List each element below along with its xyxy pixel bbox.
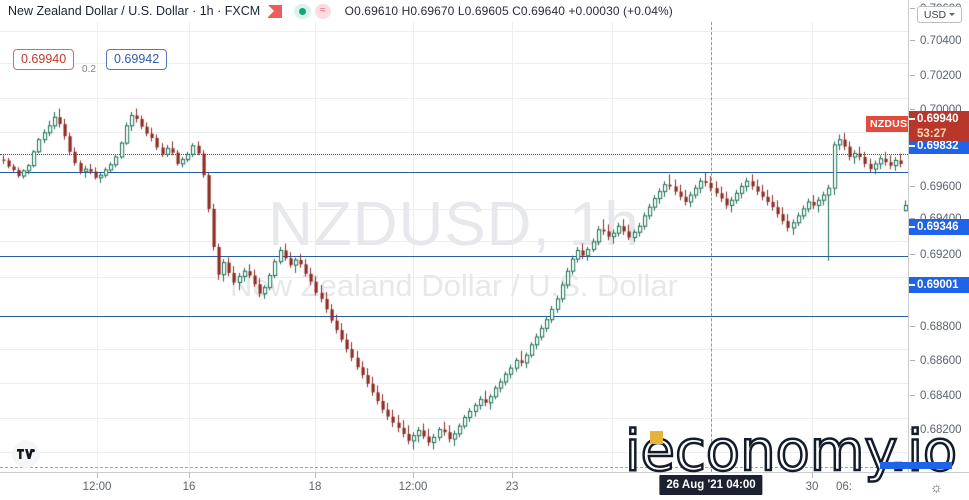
tick-mark	[910, 75, 915, 76]
time-tick-mark	[512, 473, 513, 478]
price-tick: 0.69600	[909, 180, 969, 194]
price-tick-label: 0.69200	[920, 249, 962, 261]
tick-mark	[910, 40, 915, 41]
price-badge-blue[interactable]: 0.69346	[909, 219, 969, 235]
price-tick-label: 0.68200	[920, 424, 962, 436]
chevron-down-icon	[949, 13, 956, 16]
currency-select[interactable]: USD	[917, 6, 962, 23]
price-tick: 0.68600	[909, 354, 969, 368]
time-tick-label: 23	[505, 481, 519, 493]
tradingview-logo-icon[interactable]	[12, 440, 40, 468]
price-tag-blue[interactable]: 0.69942	[106, 49, 168, 70]
time-tick-label: 12:00	[82, 481, 112, 493]
price-scale[interactable]: USD 0.706000.704000.702000.700000.696000…	[908, 0, 969, 472]
symbol-badge[interactable]: NZDUSD	[866, 116, 908, 132]
tick-mark	[910, 395, 915, 396]
green-dot-icon[interactable]	[294, 3, 312, 19]
settings-gear-icon[interactable]: ☼	[930, 479, 943, 495]
price-tick-label: 0.68600	[920, 355, 962, 367]
tick-mark	[910, 109, 915, 110]
time-tick-mark	[97, 473, 98, 478]
time-tick-label: 16	[182, 481, 196, 493]
price-tick: 0.68400	[909, 389, 969, 403]
price-tag-red[interactable]: 0.69940	[13, 49, 75, 70]
tick-mark	[910, 8, 915, 9]
time-tick-label: 18	[308, 481, 322, 493]
flag-icon	[268, 4, 283, 18]
price-badge-blue[interactable]: 0.69001	[909, 277, 969, 293]
price-tick: 0.69200	[909, 248, 969, 262]
time-tick-label: 30	[805, 481, 819, 493]
price-badge-blue[interactable]: 0.69832	[909, 138, 969, 154]
ohlc-values: O0.69610 H0.69670 L0.69605 C0.69640 +0.0…	[344, 4, 673, 18]
price-tick-label: 0.68800	[920, 321, 962, 333]
tick-mark	[910, 360, 915, 361]
price-tag-mini-label: 0.2	[82, 64, 96, 75]
price-tick-label: 0.70200	[920, 70, 962, 82]
tick-mark	[910, 429, 915, 430]
indicator-pills: ≈	[294, 3, 331, 19]
time-tick-mark	[315, 473, 316, 478]
time-scale[interactable]: 12:00 16 18 12:00 23 30 26 Aug '21 04:00 06: …	[0, 472, 969, 500]
time-tick-label: 12:00	[398, 481, 428, 493]
price-tick: 0.70400	[909, 34, 969, 48]
time-edge-label: 06:	[836, 481, 852, 493]
time-tick-mark	[413, 473, 414, 478]
tick-mark	[910, 186, 915, 187]
chart-header: New Zealand Dollar / U.S. Dollar · 1h · …	[0, 0, 969, 22]
candlestick-series	[0, 22, 908, 472]
price-tick-label: 0.70400	[920, 35, 962, 47]
ieconomy-watermark-dot	[650, 431, 663, 444]
time-tick-mark	[189, 473, 190, 478]
tick-mark	[910, 254, 915, 255]
price-tick-label: 0.69600	[920, 181, 962, 193]
symbol-title[interactable]: New Zealand Dollar / U.S. Dollar · 1h · …	[8, 4, 261, 18]
price-tick: 0.70200	[909, 69, 969, 83]
ieconomy-watermark-underline	[880, 462, 952, 469]
price-tick: 0.68800	[909, 320, 969, 334]
price-tick-label: 0.68400	[920, 390, 962, 402]
tick-mark	[910, 326, 915, 327]
countdown-label: 53:27	[909, 127, 969, 141]
time-crosshair-label: 26 Aug '21 04:00	[659, 475, 763, 495]
currency-label: USD	[923, 8, 947, 21]
price-tick: 0.68200	[909, 423, 969, 437]
chart-plot-area[interactable]: NZDUSD, 1h New Zealand Dollar / U.S. Dol…	[0, 22, 908, 472]
tick-mark	[910, 218, 915, 219]
approx-icon[interactable]: ≈	[315, 3, 331, 19]
price-badge-red[interactable]: 0.69940	[909, 111, 969, 127]
time-tick-mark	[812, 473, 813, 478]
